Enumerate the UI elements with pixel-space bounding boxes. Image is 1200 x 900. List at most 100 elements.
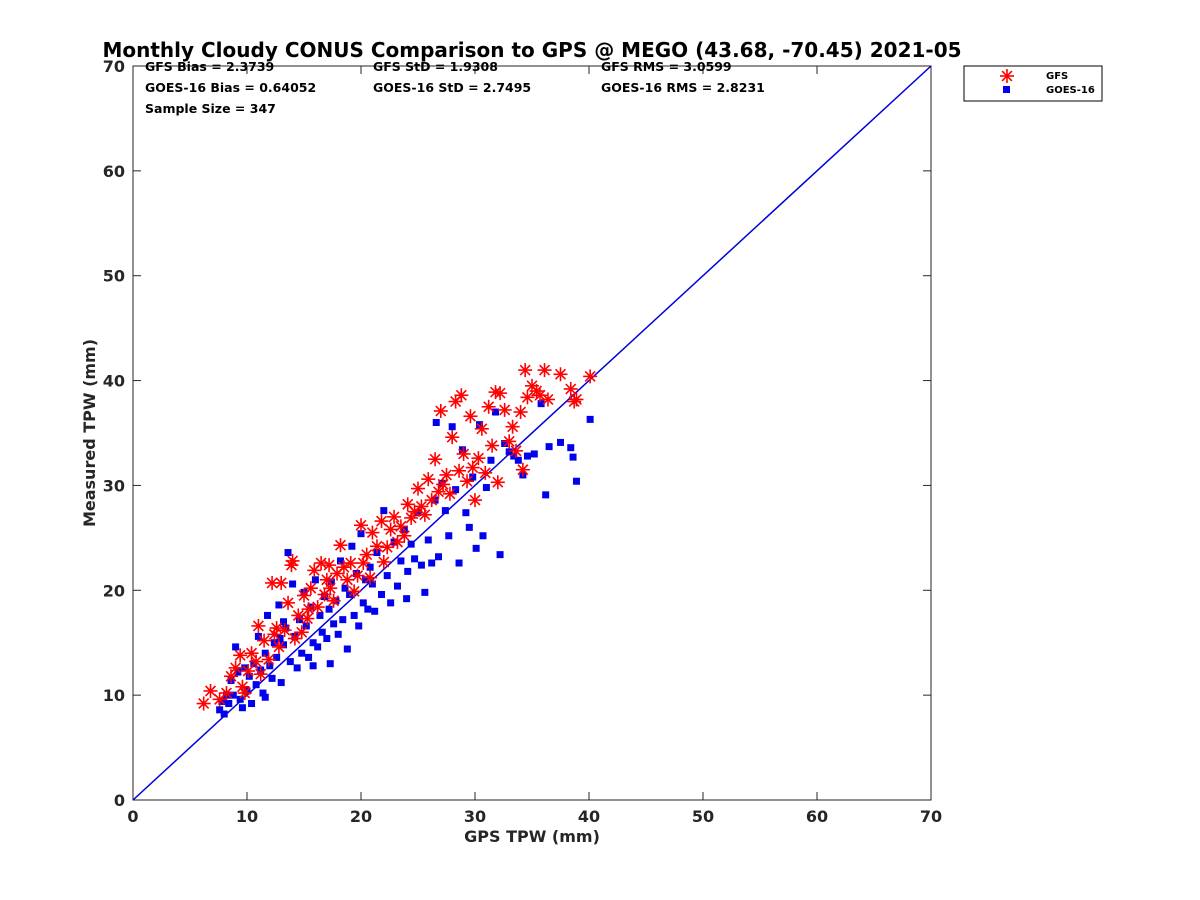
gfs-std-text: GFS StD = 1.9308 [373, 59, 498, 74]
gfs-point [241, 664, 256, 679]
goes-16-point [366, 563, 374, 571]
y-tick-label: 10 [103, 686, 125, 705]
goes-16-point [428, 559, 436, 567]
gfs-point [365, 525, 380, 540]
goes-16-point [236, 695, 244, 703]
goes-16-point [469, 473, 477, 481]
gfs-point [233, 648, 248, 663]
goes-16-point [264, 611, 272, 619]
goes-16-point [346, 590, 354, 598]
goes-16-point [339, 616, 347, 624]
goes-16-point [318, 628, 326, 636]
gfs-point [452, 463, 467, 478]
goes-16-point [275, 601, 283, 609]
gfs-point [439, 467, 454, 482]
goes-16-point [277, 679, 285, 687]
goes-16-point [302, 622, 310, 630]
gfs-point [228, 660, 243, 675]
gfs-point [474, 421, 489, 436]
legend-gfs-label: GFS [1046, 71, 1068, 82]
goes-16-point [350, 611, 358, 619]
gfs-point [417, 507, 432, 522]
goes-16-point [435, 553, 443, 561]
gfs-point [196, 696, 211, 711]
goes-16-point [355, 622, 363, 630]
gfs-point [374, 514, 389, 529]
gfs-point [468, 493, 482, 508]
goes-16-point [276, 635, 284, 643]
gfs-point [456, 446, 471, 461]
y-tick-label: 20 [103, 581, 125, 600]
goes-16-point [259, 689, 267, 697]
gfs-point [481, 399, 496, 414]
goes-16-point [252, 681, 260, 689]
goes-16-point [465, 523, 473, 531]
goes-16-point [496, 551, 504, 559]
y-tick-label: 30 [103, 476, 125, 495]
goes-16-point [514, 456, 522, 464]
x-tick-label: 30 [464, 807, 486, 826]
gfs-point [301, 602, 316, 617]
gfs-point [376, 554, 391, 569]
goes-16-point [316, 611, 324, 619]
gfs-point [257, 633, 272, 648]
goes-16-point [397, 557, 405, 565]
goes-16-point [414, 509, 422, 517]
goes-16-point [383, 572, 391, 580]
gfs-point [343, 556, 358, 571]
goes-16-point [545, 443, 553, 451]
gfs-point [502, 434, 517, 449]
x-tick-label: 20 [350, 807, 372, 826]
x-tick-label: 60 [806, 807, 828, 826]
x-tick-label: 10 [236, 807, 258, 826]
gfs-point [433, 403, 448, 418]
gfs-point [520, 390, 535, 405]
goes-16-series [216, 400, 594, 718]
gfs-point [303, 581, 318, 596]
y-axis-label: Measured TPW (mm) [80, 339, 99, 527]
goes-16-point [572, 477, 580, 485]
goes-rms-text: GOES-16 RMS = 2.8231 [601, 80, 765, 95]
gfs-point [310, 600, 325, 615]
y-tick-label: 40 [103, 372, 125, 391]
gfs-point [490, 475, 505, 490]
goes-16-point [482, 484, 490, 492]
goes-16-point [341, 584, 349, 592]
x-tick-label: 40 [578, 807, 600, 826]
legend-box [963, 65, 1103, 102]
goes-16-point [266, 662, 274, 670]
gfs-bias-text: GFS Bias = 2.3739 [145, 59, 274, 74]
goes-16-point [378, 590, 386, 598]
legend-goes-label: GOES-16 [1046, 85, 1095, 96]
legend-goes-square-icon [1003, 86, 1010, 93]
goes-16-point [279, 641, 287, 649]
goes-16-point [225, 700, 233, 708]
gfs-point [569, 392, 584, 407]
legend-gfs-asterisk [1000, 69, 1014, 83]
goes-16-point [421, 588, 429, 596]
goes-16-point [343, 645, 351, 653]
y-tick-label: 50 [103, 267, 125, 286]
goes-16-point [380, 507, 388, 515]
goes-16-point [311, 576, 319, 584]
goes-16-point [368, 580, 376, 588]
stats-annotations: GFS Bias = 2.3739 GOES-16 Bias = 0.64052… [145, 59, 765, 116]
gfs-point [411, 481, 425, 496]
gfs-point [553, 367, 568, 382]
chart-title: Monthly Cloudy CONUS Comparison to GPS @… [102, 38, 961, 62]
goes-16-point [238, 704, 246, 712]
goes-16-point [364, 605, 372, 613]
gfs-point [323, 581, 338, 596]
goes-16-point [336, 557, 344, 565]
goes-16-point [424, 536, 432, 544]
gfs-point [445, 430, 460, 445]
x-axis: 0 10 20 30 40 50 60 70 [127, 66, 942, 826]
y-tick-label: 60 [103, 162, 125, 181]
gfs-point [387, 509, 402, 524]
x-tick-label: 70 [920, 807, 942, 826]
goes-16-point [220, 710, 228, 718]
gfs-point [397, 528, 412, 543]
goes-16-point [323, 635, 331, 643]
goes-16-point [569, 453, 577, 461]
